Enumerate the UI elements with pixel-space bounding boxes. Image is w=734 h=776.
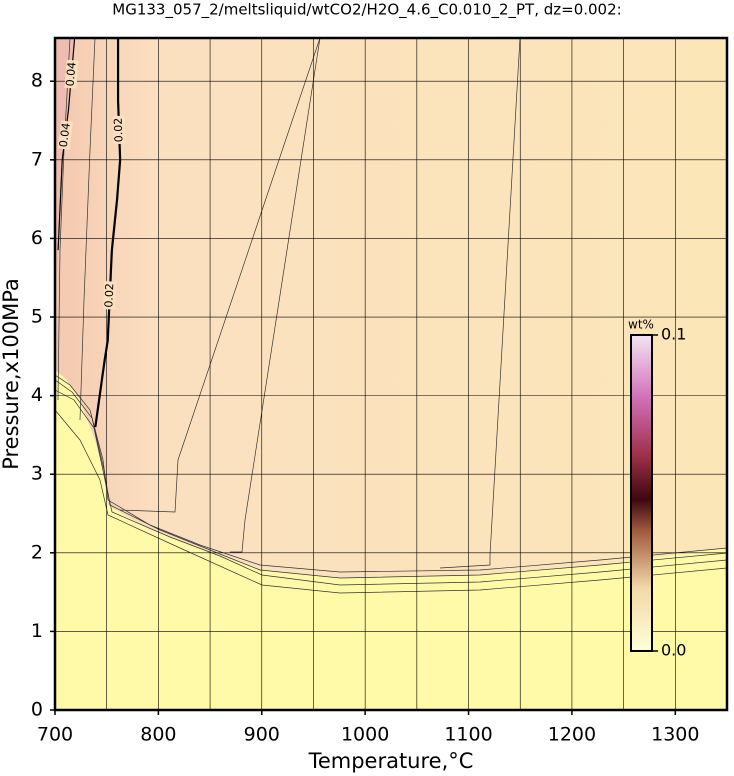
contour-label-bg [112, 115, 126, 145]
contour-label: 0.04 [64, 61, 79, 87]
y-tick-label: 4 [31, 384, 43, 406]
thin-contours [54, 37, 728, 594]
colorbar-tick-label: 0.0 [661, 641, 686, 660]
colorbar-ramp [630, 334, 653, 652]
x-tick-label: 800 [140, 724, 176, 746]
y-tick-label: 7 [31, 148, 43, 170]
x-tick-label: 700 [37, 724, 73, 746]
contour-label-bg [57, 120, 74, 150]
y-axis-label: Pressure,x100MPa [0, 278, 23, 470]
contours: 0.02 0.02 0.04 0.04 [57, 37, 126, 428]
contour-line [94, 38, 122, 428]
plot-area [54, 37, 728, 710]
high-region [55, 38, 75, 300]
colorbar-tick-label: 0.1 [661, 325, 686, 344]
contour-label-bg [64, 59, 79, 89]
x-tick-label: 1300 [651, 724, 699, 746]
plot-frame [53, 36, 729, 712]
y-tick-label: 5 [31, 306, 43, 328]
colorbar-title: wt% [628, 318, 654, 332]
contour-label-bg [103, 281, 117, 310]
y-tick-label: 3 [31, 463, 43, 485]
axes: 700 800 900 1000 1100 1200 1300 0 1 2 3 4 5 6 7 8 [31, 70, 700, 746]
y-tick-label: 1 [31, 620, 43, 642]
colorbar: wt% 0.0 0.1 [628, 318, 686, 660]
x-tick-label: 900 [244, 724, 280, 746]
x-axis-label: Temperature,°C [308, 749, 474, 773]
chart-title: MG133_057_2/meltsliquid/wtCO2/H2O_4.6_C0… [112, 1, 621, 20]
x-tick-label: 1200 [548, 724, 596, 746]
y-tick-label: 8 [31, 70, 43, 92]
x-tick-label: 1100 [444, 724, 492, 746]
lower-region [55, 370, 727, 710]
y-tick-label: 0 [31, 699, 43, 721]
contour-label: 0.02 [102, 283, 116, 308]
contour-label: 0.04 [57, 122, 73, 148]
x-tick-label: 1000 [341, 724, 389, 746]
contour-label: 0.02 [112, 118, 126, 143]
y-tick-label: 2 [31, 541, 43, 563]
y-tick-label: 6 [31, 227, 43, 249]
